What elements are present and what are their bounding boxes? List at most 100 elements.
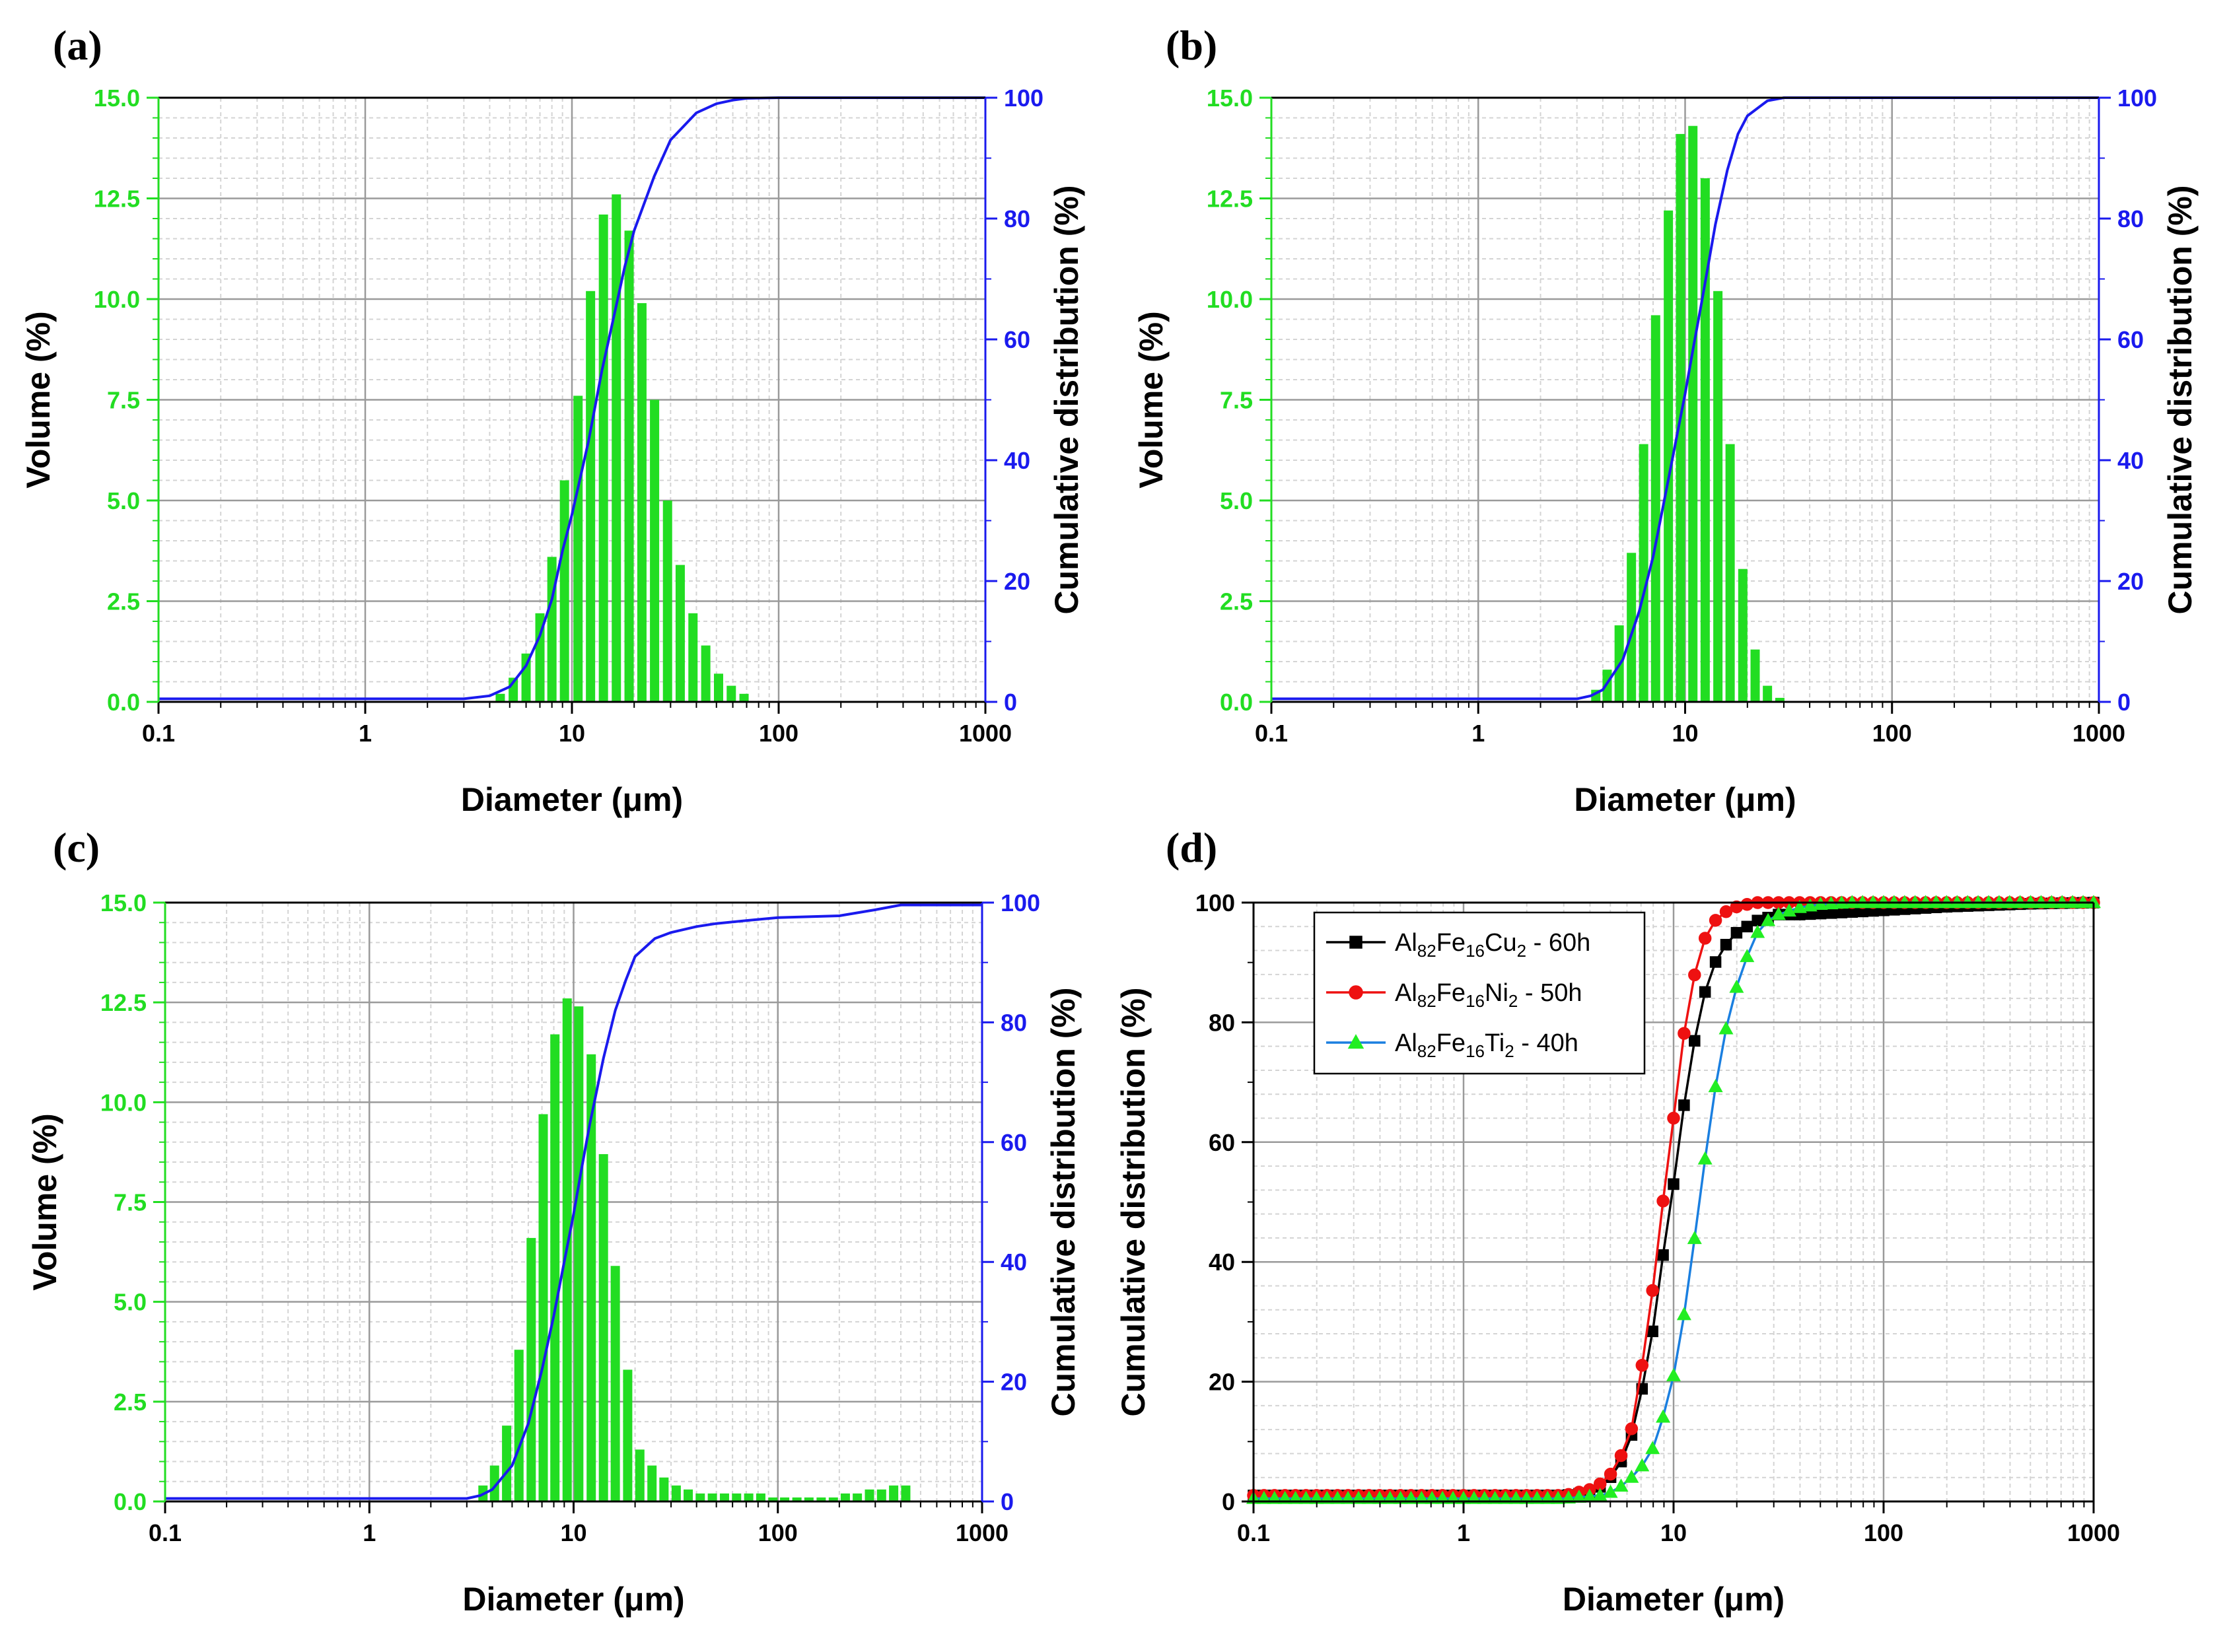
legend-label-part: 2 (1504, 1041, 1514, 1061)
data-point (1349, 936, 1362, 949)
bar (573, 396, 583, 702)
bar (662, 500, 672, 702)
bar (598, 1153, 608, 1501)
legend-label-part: 16 (1466, 991, 1485, 1011)
data-point (1656, 1409, 1671, 1423)
panel-d: (d) 0.1 1 10 100 1000 Diameter (μm) 0 20 40 60 80 10… (1115, 824, 2120, 1618)
y-left-tick-label: 12.5 (1207, 186, 1253, 213)
x-tick-label: 1000 (959, 720, 1012, 747)
bar (521, 653, 531, 702)
data-point (1792, 899, 1807, 913)
bar (495, 693, 505, 702)
data-point (1814, 907, 1827, 920)
x-tick-label: 0.1 (1237, 1519, 1270, 1546)
legend-label-part: Al (1395, 929, 1417, 957)
y-left-tick-label: 12.5 (94, 186, 140, 213)
x-tick-label: 10 (1672, 720, 1698, 747)
bar (1664, 210, 1674, 702)
bar (714, 673, 724, 702)
data-point (1709, 956, 1722, 968)
legend-label: Al82Fe16Ni2 - 50h (1395, 979, 1582, 1011)
x-tick-label: 100 (759, 720, 798, 747)
bars (495, 194, 749, 703)
data-point (1349, 985, 1363, 1000)
y-right-tick-label: 20 (2117, 568, 2144, 595)
bar (853, 1493, 863, 1501)
bar (889, 1485, 899, 1501)
data-point (1689, 1035, 1701, 1047)
y-right-tick-label: 80 (2117, 205, 2144, 232)
x-tick-label: 1000 (956, 1519, 1008, 1546)
x-tick-label: 100 (1864, 1519, 1903, 1546)
legend-label-part: 82 (1417, 1041, 1436, 1061)
legend-label-part: Al (1395, 1029, 1417, 1057)
x-tick-label: 1 (1471, 720, 1485, 747)
bar (635, 1449, 645, 1501)
cumulative-curve (159, 96, 985, 701)
legend-label-part: 2 (1508, 991, 1518, 1011)
bar (1725, 444, 1735, 702)
data-point (1667, 1111, 1680, 1125)
y-left-tick-label: 0.0 (107, 689, 140, 716)
bar (623, 1369, 633, 1501)
legend-label-part: Ti (1485, 1029, 1504, 1057)
y-right-tick-label: 40 (1004, 447, 1030, 474)
bar (502, 1426, 512, 1501)
bars (478, 998, 911, 1501)
x-tick-label: 10 (1660, 1519, 1687, 1546)
data-point (1347, 1034, 1364, 1049)
panel-label: (c) (53, 824, 100, 871)
bar (574, 1006, 584, 1501)
y-left-tick-label: 2.5 (1220, 588, 1253, 615)
data-point (1657, 1249, 1669, 1261)
legend-label: Al82Fe16Ti2 - 40h (1395, 1029, 1578, 1061)
bar (1775, 697, 1785, 702)
y-right-tick-label: 40 (2117, 447, 2144, 474)
legend-label-part: Fe (1436, 929, 1466, 957)
y-left-tick-label: 40 (1209, 1249, 1235, 1276)
grid (157, 96, 987, 703)
bar (756, 1493, 765, 1501)
bar (1700, 178, 1710, 702)
bar (610, 1266, 620, 1501)
data-point (1708, 1079, 1723, 1093)
bar (1763, 685, 1773, 702)
bar (1688, 125, 1698, 702)
bar (1650, 315, 1660, 702)
y-left-tick-label: 5.0 (1220, 487, 1253, 514)
x-tick-label: 0.1 (142, 720, 175, 747)
bar (647, 1465, 657, 1501)
legend-label-part: Fe (1436, 1029, 1466, 1057)
y-left-tick-label: 0.0 (1220, 689, 1253, 716)
y-right-tick-label: 20 (1004, 568, 1030, 595)
y-axis-right-title: Cumulative distribution (%) (1045, 988, 1082, 1417)
panel-label: (b) (1166, 22, 1217, 69)
bar (840, 1493, 850, 1501)
data-point (1741, 920, 1753, 933)
cumulative-curve (165, 903, 982, 1500)
bar (865, 1489, 874, 1501)
x-tick-label: 100 (758, 1519, 798, 1546)
x-tick-label: 0.1 (149, 1519, 182, 1546)
data-point (1624, 1469, 1639, 1483)
y-left-tick-label: 10.0 (94, 286, 140, 313)
y-right-tick-label: 80 (1004, 205, 1030, 232)
data-point (1771, 907, 1787, 920)
legend-label-part: Fe (1436, 979, 1466, 1007)
panel-label: (d) (1166, 824, 1217, 871)
y-axis-right-title: Cumulative distribution (%) (1048, 186, 1085, 615)
data-point (1678, 1027, 1691, 1040)
y-left-tick-label: 15.0 (1207, 85, 1253, 112)
bar (719, 1493, 729, 1501)
data-point (1635, 1458, 1650, 1472)
bar (1627, 553, 1637, 702)
y-right-tick-label: 0 (2117, 689, 2131, 716)
bar (901, 1485, 911, 1501)
y-axis-right-title: Cumulative distribution (%) (2162, 186, 2199, 615)
y-right-tick-label: 100 (1004, 85, 1044, 112)
bar (637, 303, 647, 703)
legend-label-part: 82 (1417, 991, 1436, 1011)
bar (780, 1497, 790, 1501)
data-point (1635, 1359, 1649, 1372)
